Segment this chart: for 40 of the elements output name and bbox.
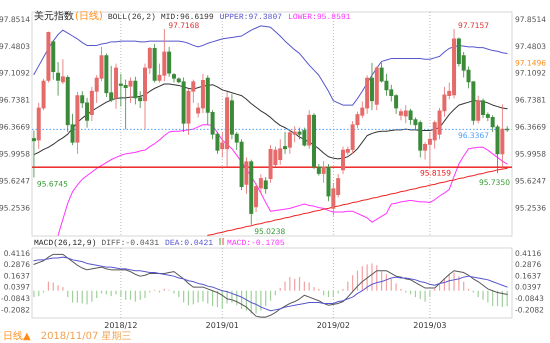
chart-subtitle: (日线) — [75, 10, 103, 22]
candlestick — [75, 92, 80, 154]
line-series — [207, 168, 508, 236]
candlestick — [152, 44, 157, 83]
candlestick — [476, 95, 480, 124]
candlestick — [32, 130, 36, 178]
candlestick — [172, 72, 176, 83]
series-label: UPPER:97.3807 — [220, 13, 282, 22]
chart-title: MACD(26,12,9) — [34, 239, 96, 248]
candlestick — [264, 176, 268, 194]
candlestick — [505, 126, 510, 132]
candlestick — [60, 58, 65, 84]
candlestick — [370, 62, 374, 111]
x-tick-label: 2019/02 — [316, 321, 350, 330]
x-tick-label: 2019/01 — [206, 321, 239, 330]
candlestick — [128, 77, 133, 104]
candlestick — [249, 159, 254, 226]
text: LOWER:95.8591 — [288, 13, 351, 22]
line-series — [33, 84, 508, 160]
candlestick — [167, 46, 172, 78]
chart-title: 美元指数 — [34, 10, 74, 22]
text: MID:96.6199 — [160, 13, 214, 22]
x-tick-label: 2019/03 — [413, 321, 447, 330]
candlestick — [374, 66, 379, 111]
text: 日线▲ — [3, 330, 31, 342]
text: DEA:0.0421 — [165, 239, 214, 248]
candlestick — [56, 62, 60, 96]
candlestick — [283, 132, 288, 154]
candlestick — [114, 63, 118, 110]
text: 2018/11/07 星期三 — [40, 330, 132, 342]
candlestick — [51, 40, 56, 80]
annotation: BOLL(26,2) — [108, 13, 156, 22]
legend-label: MACD:-0.1705 — [227, 239, 285, 248]
text: DIFF:-0.0431 — [101, 239, 160, 248]
candlestick — [244, 157, 248, 194]
candlestick — [322, 160, 326, 184]
candlestick — [326, 164, 330, 202]
candlestick — [307, 110, 312, 150]
x-tick-label: 2018/12 — [104, 321, 138, 330]
candlestick — [500, 104, 504, 169]
